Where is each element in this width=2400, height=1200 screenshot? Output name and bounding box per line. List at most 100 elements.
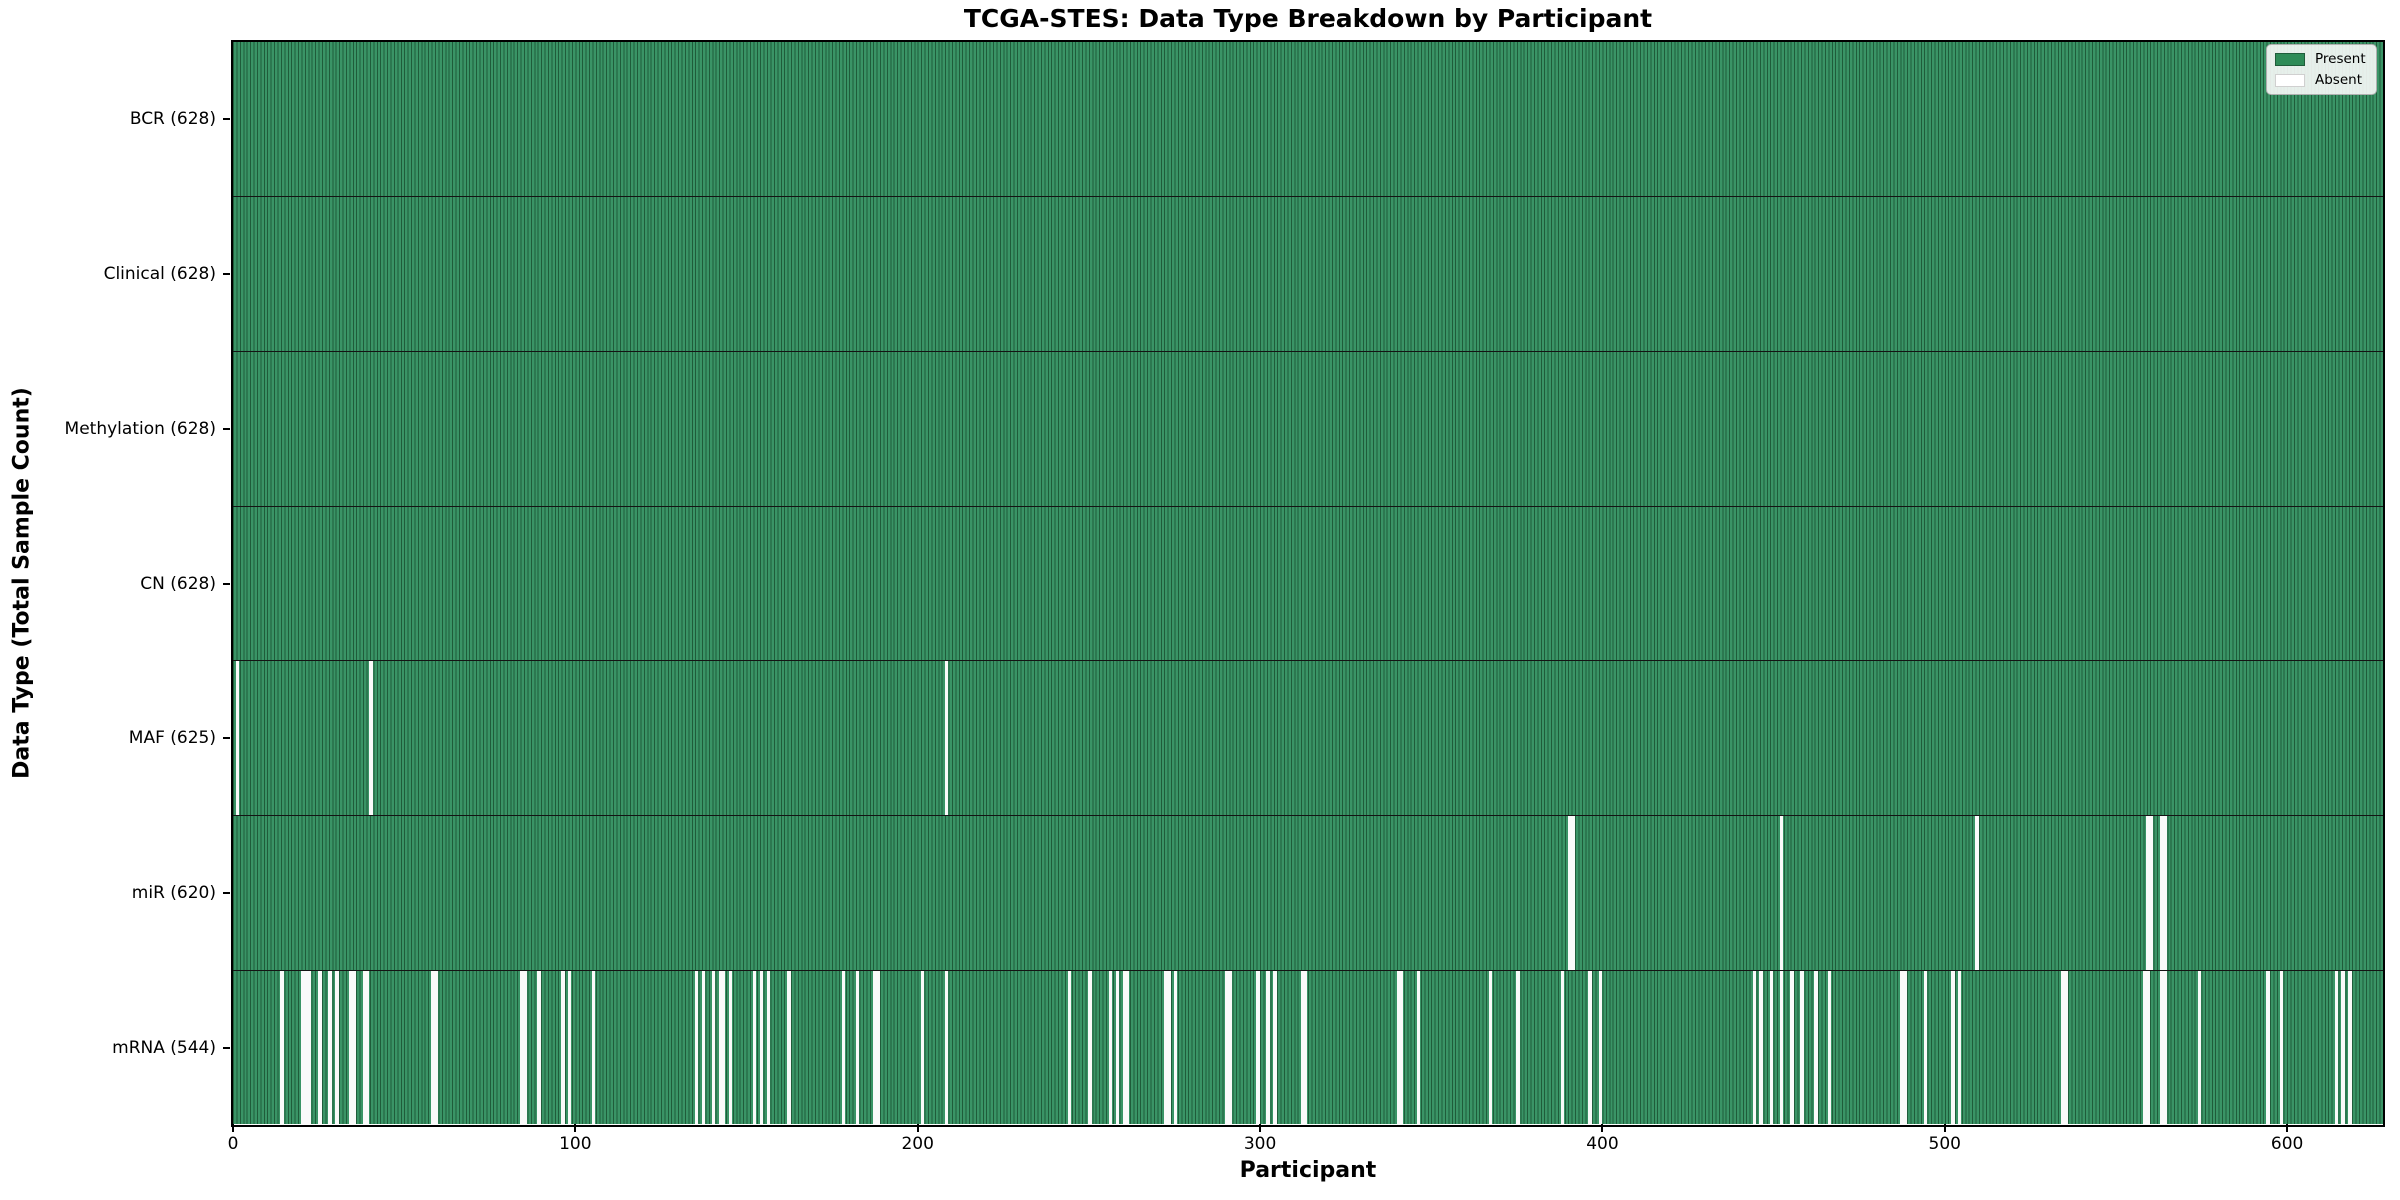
absent-bar <box>2348 970 2352 1125</box>
absent-bar <box>1163 970 1168 1125</box>
legend-item-present: Present <box>2275 51 2366 67</box>
absent-bar <box>318 970 322 1125</box>
absent-bar <box>2163 970 2167 1125</box>
absent-bar <box>2146 970 2150 1125</box>
plot-area <box>230 39 2385 1127</box>
heatmap-row-Methylation <box>232 350 2383 506</box>
legend: Present Absent <box>2266 44 2377 95</box>
absent-bar <box>280 970 284 1125</box>
absent-bar <box>2163 816 2167 970</box>
absent-bar <box>855 970 859 1125</box>
absent-bar <box>431 970 435 1125</box>
absent-bar <box>1115 970 1120 1125</box>
y-tick-mark <box>223 427 230 430</box>
absent-bar <box>1225 970 1229 1125</box>
absent-bar <box>1088 970 1092 1125</box>
legend-present-label: Present <box>2315 51 2366 67</box>
absent-bar <box>434 970 438 1125</box>
absent-bar <box>728 970 733 1125</box>
x-tick-label: 500 <box>1928 1134 1962 1154</box>
heatmap-row-miR <box>232 815 2383 970</box>
absent-bar <box>235 661 240 816</box>
absent-bar <box>307 970 312 1125</box>
absent-bar <box>1173 970 1178 1125</box>
x-tick-label: 100 <box>559 1134 592 1154</box>
absent-bar <box>537 970 541 1125</box>
y-tick-label: miR (620) <box>131 882 216 903</box>
absent-bar <box>841 970 846 1125</box>
absent-bar <box>568 970 572 1125</box>
absent-bar <box>752 970 757 1125</box>
heatmap-row-MAF <box>232 660 2383 816</box>
legend-absent-label: Absent <box>2315 72 2362 88</box>
absent-bar <box>2266 970 2270 1125</box>
absent-bar <box>1827 970 1832 1125</box>
y-tick-mark <box>223 891 230 894</box>
absent-bar <box>352 970 356 1125</box>
absent-bar <box>701 970 705 1125</box>
x-tick-label: 0 <box>227 1134 239 1154</box>
absent-bar <box>520 970 524 1125</box>
absent-bar <box>1560 970 1565 1125</box>
absent-bar <box>2341 970 2345 1125</box>
absent-bar <box>1396 970 1400 1125</box>
absent-bar <box>1417 970 1421 1125</box>
absent-bar <box>1752 970 1756 1125</box>
absent-bar <box>722 970 726 1125</box>
absent-bar <box>1122 970 1127 1125</box>
absent-bar <box>759 970 764 1125</box>
absent-bar <box>1800 970 1804 1125</box>
absent-bar <box>1588 970 1592 1125</box>
absent-bar <box>1399 970 1404 1125</box>
absent-bar <box>1598 970 1602 1125</box>
x-axis-label: Participant <box>1239 1158 1377 1183</box>
absent-bar <box>2159 970 2164 1125</box>
absent-bar <box>2334 970 2338 1125</box>
absent-bar <box>1975 816 1979 970</box>
absent-bar <box>1779 816 1784 970</box>
x-tick-mark <box>232 1123 234 1132</box>
x-tick-label: 200 <box>901 1134 934 1154</box>
absent-bar <box>348 970 353 1125</box>
absent-bar <box>711 970 716 1125</box>
absent-bar <box>1903 970 1907 1125</box>
absent-bar <box>523 970 527 1125</box>
heatmap-row-BCR <box>232 41 2383 197</box>
x-tick-mark <box>1601 1123 1604 1132</box>
absent-bar <box>1304 970 1308 1125</box>
absent-bar <box>2149 816 2154 970</box>
absent-bar <box>787 970 791 1125</box>
absent-bar <box>362 970 367 1125</box>
absent-bar <box>944 970 949 1125</box>
y-tick-mark <box>223 118 230 121</box>
absent-bar <box>1256 970 1260 1125</box>
y-tick-label: mRNA (544) <box>112 1037 216 1058</box>
absent-bar <box>1273 970 1277 1125</box>
heatmap-row-mRNA <box>232 969 2383 1125</box>
absent-bar <box>2197 970 2202 1125</box>
absent-bar <box>694 970 699 1125</box>
x-tick-mark <box>1943 1123 1946 1132</box>
absent-bar <box>300 970 305 1125</box>
chart-title: TCGA-STES: Data Type Breakdown by Partic… <box>963 4 1653 33</box>
absent-bar <box>1814 970 1818 1125</box>
heatmap-row-Clinical <box>232 196 2383 351</box>
x-tick-label: 300 <box>1243 1134 1277 1154</box>
absent-bar <box>369 661 373 816</box>
absent-bar <box>1516 970 1520 1125</box>
absent-bar <box>1571 816 1575 970</box>
x-tick-label: 600 <box>2270 1134 2304 1154</box>
absent-bar <box>944 661 949 816</box>
y-tick-label: Clinical (628) <box>103 264 216 285</box>
absent-bar <box>2279 970 2284 1125</box>
absent-bar <box>2064 970 2068 1125</box>
y-tick-label: Methylation (628) <box>64 418 216 439</box>
absent-bar <box>1759 970 1763 1125</box>
absent-bar <box>591 970 596 1125</box>
y-tick-label: CN (628) <box>140 573 216 594</box>
absent-bar <box>1779 970 1784 1125</box>
absent-bar <box>328 970 332 1125</box>
y-tick-mark <box>223 273 230 276</box>
absent-bar <box>1266 970 1270 1125</box>
present-swatch-icon <box>2275 52 2305 66</box>
